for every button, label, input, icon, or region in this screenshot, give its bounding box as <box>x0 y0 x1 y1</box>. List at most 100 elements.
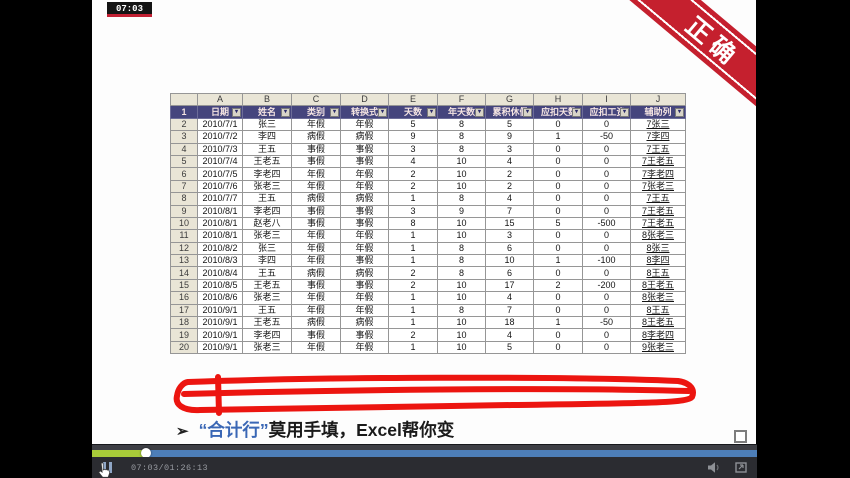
sheet-row: 14 2010/8/4 王五 病假 病假 2 8 6 0 0 8王五 <box>170 266 686 280</box>
row-number: 17 <box>170 303 198 318</box>
seek-handle[interactable] <box>141 448 151 458</box>
sheet-cell: 病假 <box>291 316 341 330</box>
sheet-cell: 2010/7/2 <box>197 130 243 144</box>
sheet-cell: 张老三 <box>242 291 292 305</box>
sheet-cell: 王五 <box>242 266 292 280</box>
volume-icon[interactable] <box>708 462 723 473</box>
sheet-cell: 1 <box>388 229 438 243</box>
sheet-row: 17 2010/9/1 王五 年假 年假 1 8 7 0 0 8王五 <box>170 303 686 318</box>
spreadsheet-table: A B C D E F G H I J 1 日期 ▾ 姓名 ▾ 类别 ▾ 转换式 ▾ 天数 ▾ 年天数 ▾ 累积休假 ▾ 应扣天数… <box>170 92 686 355</box>
sheet-cell: 2 <box>485 179 534 194</box>
sheet-cell: 8李老四 <box>630 328 686 342</box>
filter-dropdown-icon: ▾ <box>427 108 436 118</box>
sheet-cell: 8王老五 <box>630 278 686 293</box>
sheet-cell: 8张三 <box>630 241 686 256</box>
sheet-cell: 2 <box>485 167 534 181</box>
sheet-cell: 年假 <box>291 229 341 243</box>
sheet-cell: 2010/9/1 <box>197 340 243 355</box>
sheet-cell: 事假 <box>340 216 389 231</box>
sheet-cell: 李老四 <box>242 328 292 342</box>
row-number: 18 <box>170 316 198 330</box>
sheet-cell: 张三 <box>242 117 292 132</box>
sheet-cell: 2010/8/1 <box>197 204 243 218</box>
sheet-cell: 年假 <box>340 303 389 318</box>
sheet-cell: 15 <box>485 216 534 231</box>
sheet-cell: 王老五 <box>242 154 292 169</box>
sheet-cell: 2010/9/1 <box>197 316 243 330</box>
sheet-cell: 2 <box>388 179 438 194</box>
sheet-cell: 3 <box>485 142 534 156</box>
sheet-cell: 0 <box>582 340 631 355</box>
column-letter: D <box>340 92 389 107</box>
sheet-cell: 年假 <box>340 117 389 132</box>
sheet-cell: 2010/7/5 <box>197 167 243 181</box>
sheet-cell: -50 <box>582 316 631 330</box>
sheet-cell: 0 <box>582 117 631 132</box>
sheet-cell: 1 <box>533 254 583 268</box>
sheet-cell: 7张三 <box>630 117 686 132</box>
sheet-cell: 9 <box>437 204 486 218</box>
sheet-cell: 10 <box>437 340 486 355</box>
seek-bar[interactable] <box>92 448 757 458</box>
header-cell: 年天数 ▾ <box>437 105 486 119</box>
sheet-cell: 病假 <box>340 316 389 330</box>
sheet-cell: 0 <box>533 229 583 243</box>
header-label: 天数 <box>403 106 422 117</box>
sheet-cell: 8 <box>437 241 486 256</box>
sheet-cell: 7李四 <box>630 130 686 144</box>
pause-button[interactable] <box>101 460 114 475</box>
sheet-cell: 年假 <box>291 179 341 194</box>
bullet-text: 莫用手填，Excel帮你变 <box>268 420 455 440</box>
sheet-cell: 0 <box>582 192 631 206</box>
sheet-cell: 事假 <box>340 254 389 268</box>
header-row: 1 日期 ▾ 姓名 ▾ 类别 ▾ 转换式 ▾ 天数 ▾ 年天数 ▾ 累积休假 ▾ 应扣天数 ▾ 应扣工资 ▾ 辅助列 ▾ <box>170 105 686 119</box>
sheet-cell: 10 <box>437 278 486 293</box>
ribbon-label: 正确 <box>679 11 746 74</box>
column-letter: A <box>197 92 243 107</box>
filter-dropdown-icon: ▾ <box>620 108 629 118</box>
sheet-cell: 7张老三 <box>630 179 686 194</box>
sheet-cell: 2 <box>533 278 583 293</box>
row-number: 15 <box>170 278 198 293</box>
row-number: 16 <box>170 291 198 305</box>
sheet-cell: 0 <box>582 167 631 181</box>
sheet-cell: 2 <box>388 278 438 293</box>
sheet-row: 8 2010/7/7 王五 病假 病假 1 8 4 0 0 7王五 <box>170 192 686 206</box>
sheet-row: 2 2010/7/1 张三 年假 年假 5 8 5 0 0 7张三 <box>170 117 686 132</box>
sheet-cell: 10 <box>485 254 534 268</box>
sheet-cell: 张老三 <box>242 340 292 355</box>
video-content[interactable]: 07:03 正确 A B C D E F G H I J 1 日期 ▾ 姓名 ▾ 类别 ▾ 转换式 ▾ 天数 ▾ 年天数 ▾… <box>92 0 756 444</box>
filter-dropdown-icon: ▾ <box>330 108 339 118</box>
sheet-cell: 年假 <box>291 117 341 132</box>
sheet-cell: 5 <box>485 340 534 355</box>
column-letter: E <box>388 92 438 107</box>
filter-dropdown-icon: ▾ <box>281 108 290 118</box>
sheet-row: 18 2010/9/1 王老五 病假 病假 1 10 18 1 -50 8王老五 <box>170 316 686 330</box>
sheet-row: 15 2010/8/5 王老五 事假 事假 2 10 17 2 -200 8王老五 <box>170 278 686 293</box>
sheet-cell: 7王五 <box>630 192 686 206</box>
sheet-cell: -50 <box>582 130 631 144</box>
sheet-row: 19 2010/9/1 李老四 事假 事假 2 10 4 0 0 8李老四 <box>170 328 686 342</box>
sheet-cell: 2010/8/2 <box>197 241 243 256</box>
sheet-cell: 0 <box>582 142 631 156</box>
sheet-cell: 事假 <box>291 204 341 218</box>
sheet-cell: 4 <box>485 154 534 169</box>
sheet-cell: 事假 <box>340 154 389 169</box>
seek-progress <box>92 450 145 457</box>
sheet-cell: 病假 <box>340 266 389 280</box>
sheet-cell: 1 <box>533 130 583 144</box>
fullscreen-button[interactable] <box>735 462 747 473</box>
sheet-cell: 年假 <box>340 340 389 355</box>
sheet-cell: 张三 <box>242 241 292 256</box>
sheet-cell: 8 <box>437 266 486 280</box>
sheet-row: 20 2010/9/1 张老三 年假 年假 1 10 5 0 0 9张老三 <box>170 340 686 355</box>
sheet-cell: 张老三 <box>242 229 292 243</box>
sheet-cell: 0 <box>582 266 631 280</box>
header-cell: 应扣工资 ▾ <box>582 105 631 119</box>
row-number: 2 <box>170 117 198 132</box>
header-cell: 辅助列 ▾ <box>630 105 686 119</box>
sheet-cell: 0 <box>582 303 631 318</box>
row-number: 1 <box>170 105 198 119</box>
sheet-cell: 0 <box>582 229 631 243</box>
bullet-line: ➢ “合计行”莫用手填，Excel帮你变 <box>176 417 454 442</box>
